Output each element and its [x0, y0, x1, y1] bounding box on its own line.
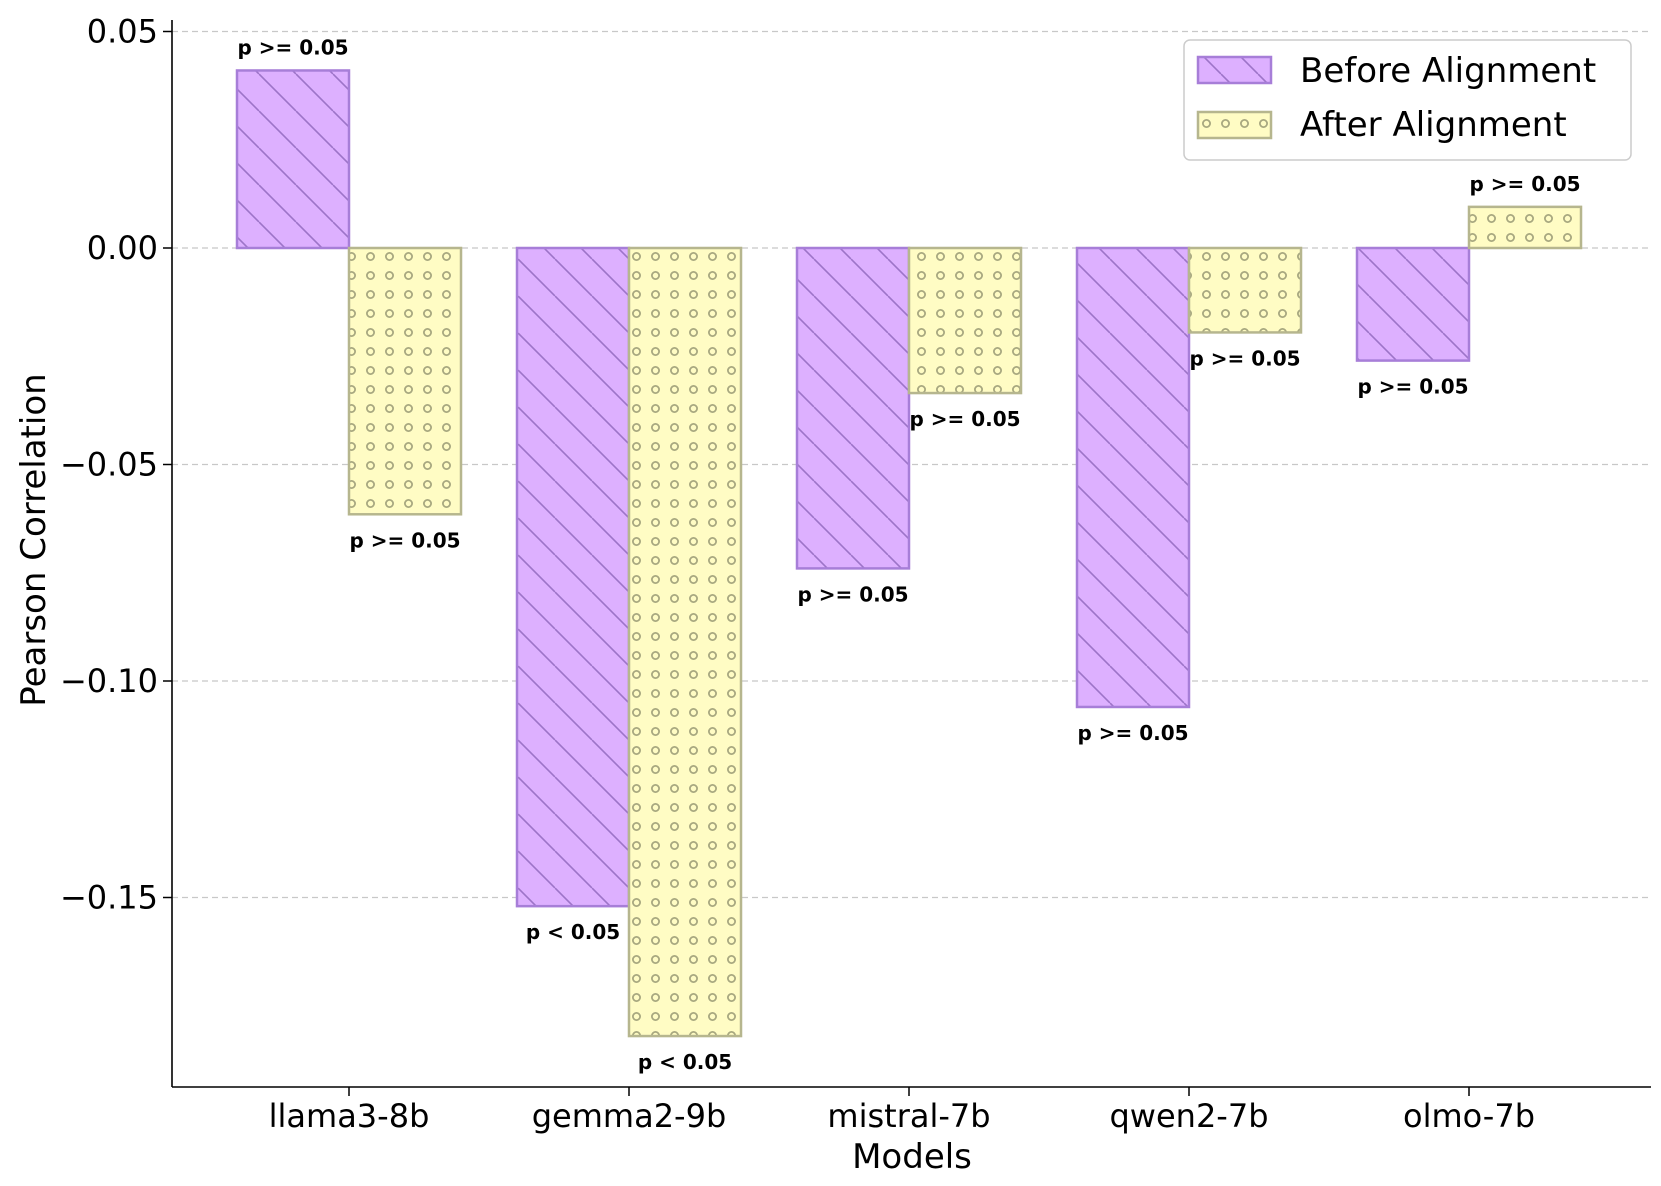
bars: [235, 69, 1583, 1038]
legend-label-before-alignment: Before Alignment: [1300, 51, 1596, 91]
significance-label: p >= 0.05: [349, 528, 460, 552]
significance-label: p < 0.05: [638, 1050, 732, 1074]
y-tick-label: −0.05: [60, 446, 158, 484]
x-tick-label: gemma2-9b: [532, 1097, 727, 1135]
y-tick-label: 0.05: [87, 13, 158, 51]
x-tick-label: llama3-8b: [269, 1097, 430, 1135]
bar-after-alignment-mistral-7b: [907, 246, 1023, 395]
significance-label: p >= 0.05: [797, 582, 908, 606]
x-tick-label: olmo-7b: [1403, 1097, 1535, 1135]
y-tick-label: −0.10: [60, 662, 158, 700]
significance-label: p < 0.05: [526, 920, 620, 944]
legend-swatch-after-alignment: [1196, 110, 1273, 140]
y-axis-label: Pearson Correlation: [14, 373, 54, 706]
x-axis-label: Models: [852, 1137, 972, 1177]
y-tick-label: 0.00: [87, 229, 158, 267]
significance-label: p >= 0.05: [1469, 172, 1580, 196]
significance-label: p >= 0.05: [1077, 721, 1188, 745]
legend-box: [1183, 39, 1632, 161]
legend: Before Alignment After Alignment: [1183, 39, 1632, 161]
bar-after-alignment-olmo-7b: [1467, 205, 1583, 250]
legend-swatch-before-alignment: [1196, 55, 1273, 85]
significance-label: p >= 0.05: [909, 407, 1020, 431]
legend-label-after-alignment: After Alignment: [1300, 105, 1567, 145]
x-tick-label: qwen2-7b: [1109, 1097, 1268, 1135]
ticks: 0.05 0.00 −0.05 −0.10 −0.15 llama3-8b gemma2-9…: [60, 13, 1535, 1136]
x-tick-label: mistral-7b: [827, 1097, 990, 1135]
significance-label: p >= 0.05: [1189, 346, 1300, 370]
bar-before-alignment-llama3-8b: [235, 69, 351, 250]
significance-labels: p >= 0.05 p < 0.05 p >= 0.05 p >= 0.05 p >= …: [237, 35, 1580, 1074]
bar-before-alignment-olmo-7b: [1355, 246, 1471, 362]
bar-before-alignment-mistral-7b: [795, 246, 911, 570]
bar-after-alignment-llama3-8b: [347, 246, 463, 516]
bar-after-alignment-gemma2-9b: [627, 246, 743, 1038]
axes: [171, 20, 1651, 1088]
bar-before-alignment-qwen2-7b: [1075, 246, 1191, 709]
significance-label: p >= 0.05: [237, 35, 348, 59]
bar-before-alignment-gemma2-9b: [515, 246, 631, 908]
bar-after-alignment-qwen2-7b: [1187, 246, 1303, 334]
significance-label: p >= 0.05: [1357, 375, 1468, 399]
y-tick-label: −0.15: [60, 879, 158, 917]
